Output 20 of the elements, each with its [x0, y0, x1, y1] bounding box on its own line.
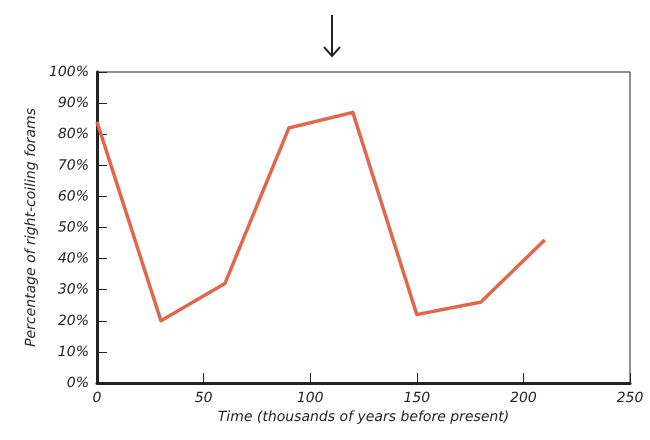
- line-series: [95, 110, 546, 323]
- y-tick-label: 0%: [66, 375, 89, 391]
- y-tick-label: 80%: [58, 126, 89, 142]
- y-tick-label: 100%: [48, 64, 89, 80]
- x-tick-label: 250: [616, 390, 644, 406]
- y-axis-title: Percentage of right-coiling forams: [23, 108, 40, 347]
- y-tick-label: 40%: [58, 250, 89, 267]
- y-tick-label: 30%: [58, 282, 89, 298]
- y-tick-label: 60%: [58, 188, 89, 204]
- x-tick-label: 0: [92, 390, 102, 406]
- y-tick-label: 10%: [58, 344, 89, 360]
- y-tick-label: 90%: [58, 95, 89, 112]
- y-tick-label: 70%: [58, 157, 89, 174]
- x-tick-label: 200: [510, 390, 537, 406]
- y-tick-label: 50%: [58, 220, 89, 236]
- x-tick-label: 50: [194, 390, 213, 406]
- y-tick-label: 20%: [58, 312, 89, 329]
- x-tick-label: 150: [403, 390, 430, 406]
- x-tick-label: 100: [296, 390, 324, 406]
- x-axis-title: Time (thousands of years before present): [218, 408, 510, 425]
